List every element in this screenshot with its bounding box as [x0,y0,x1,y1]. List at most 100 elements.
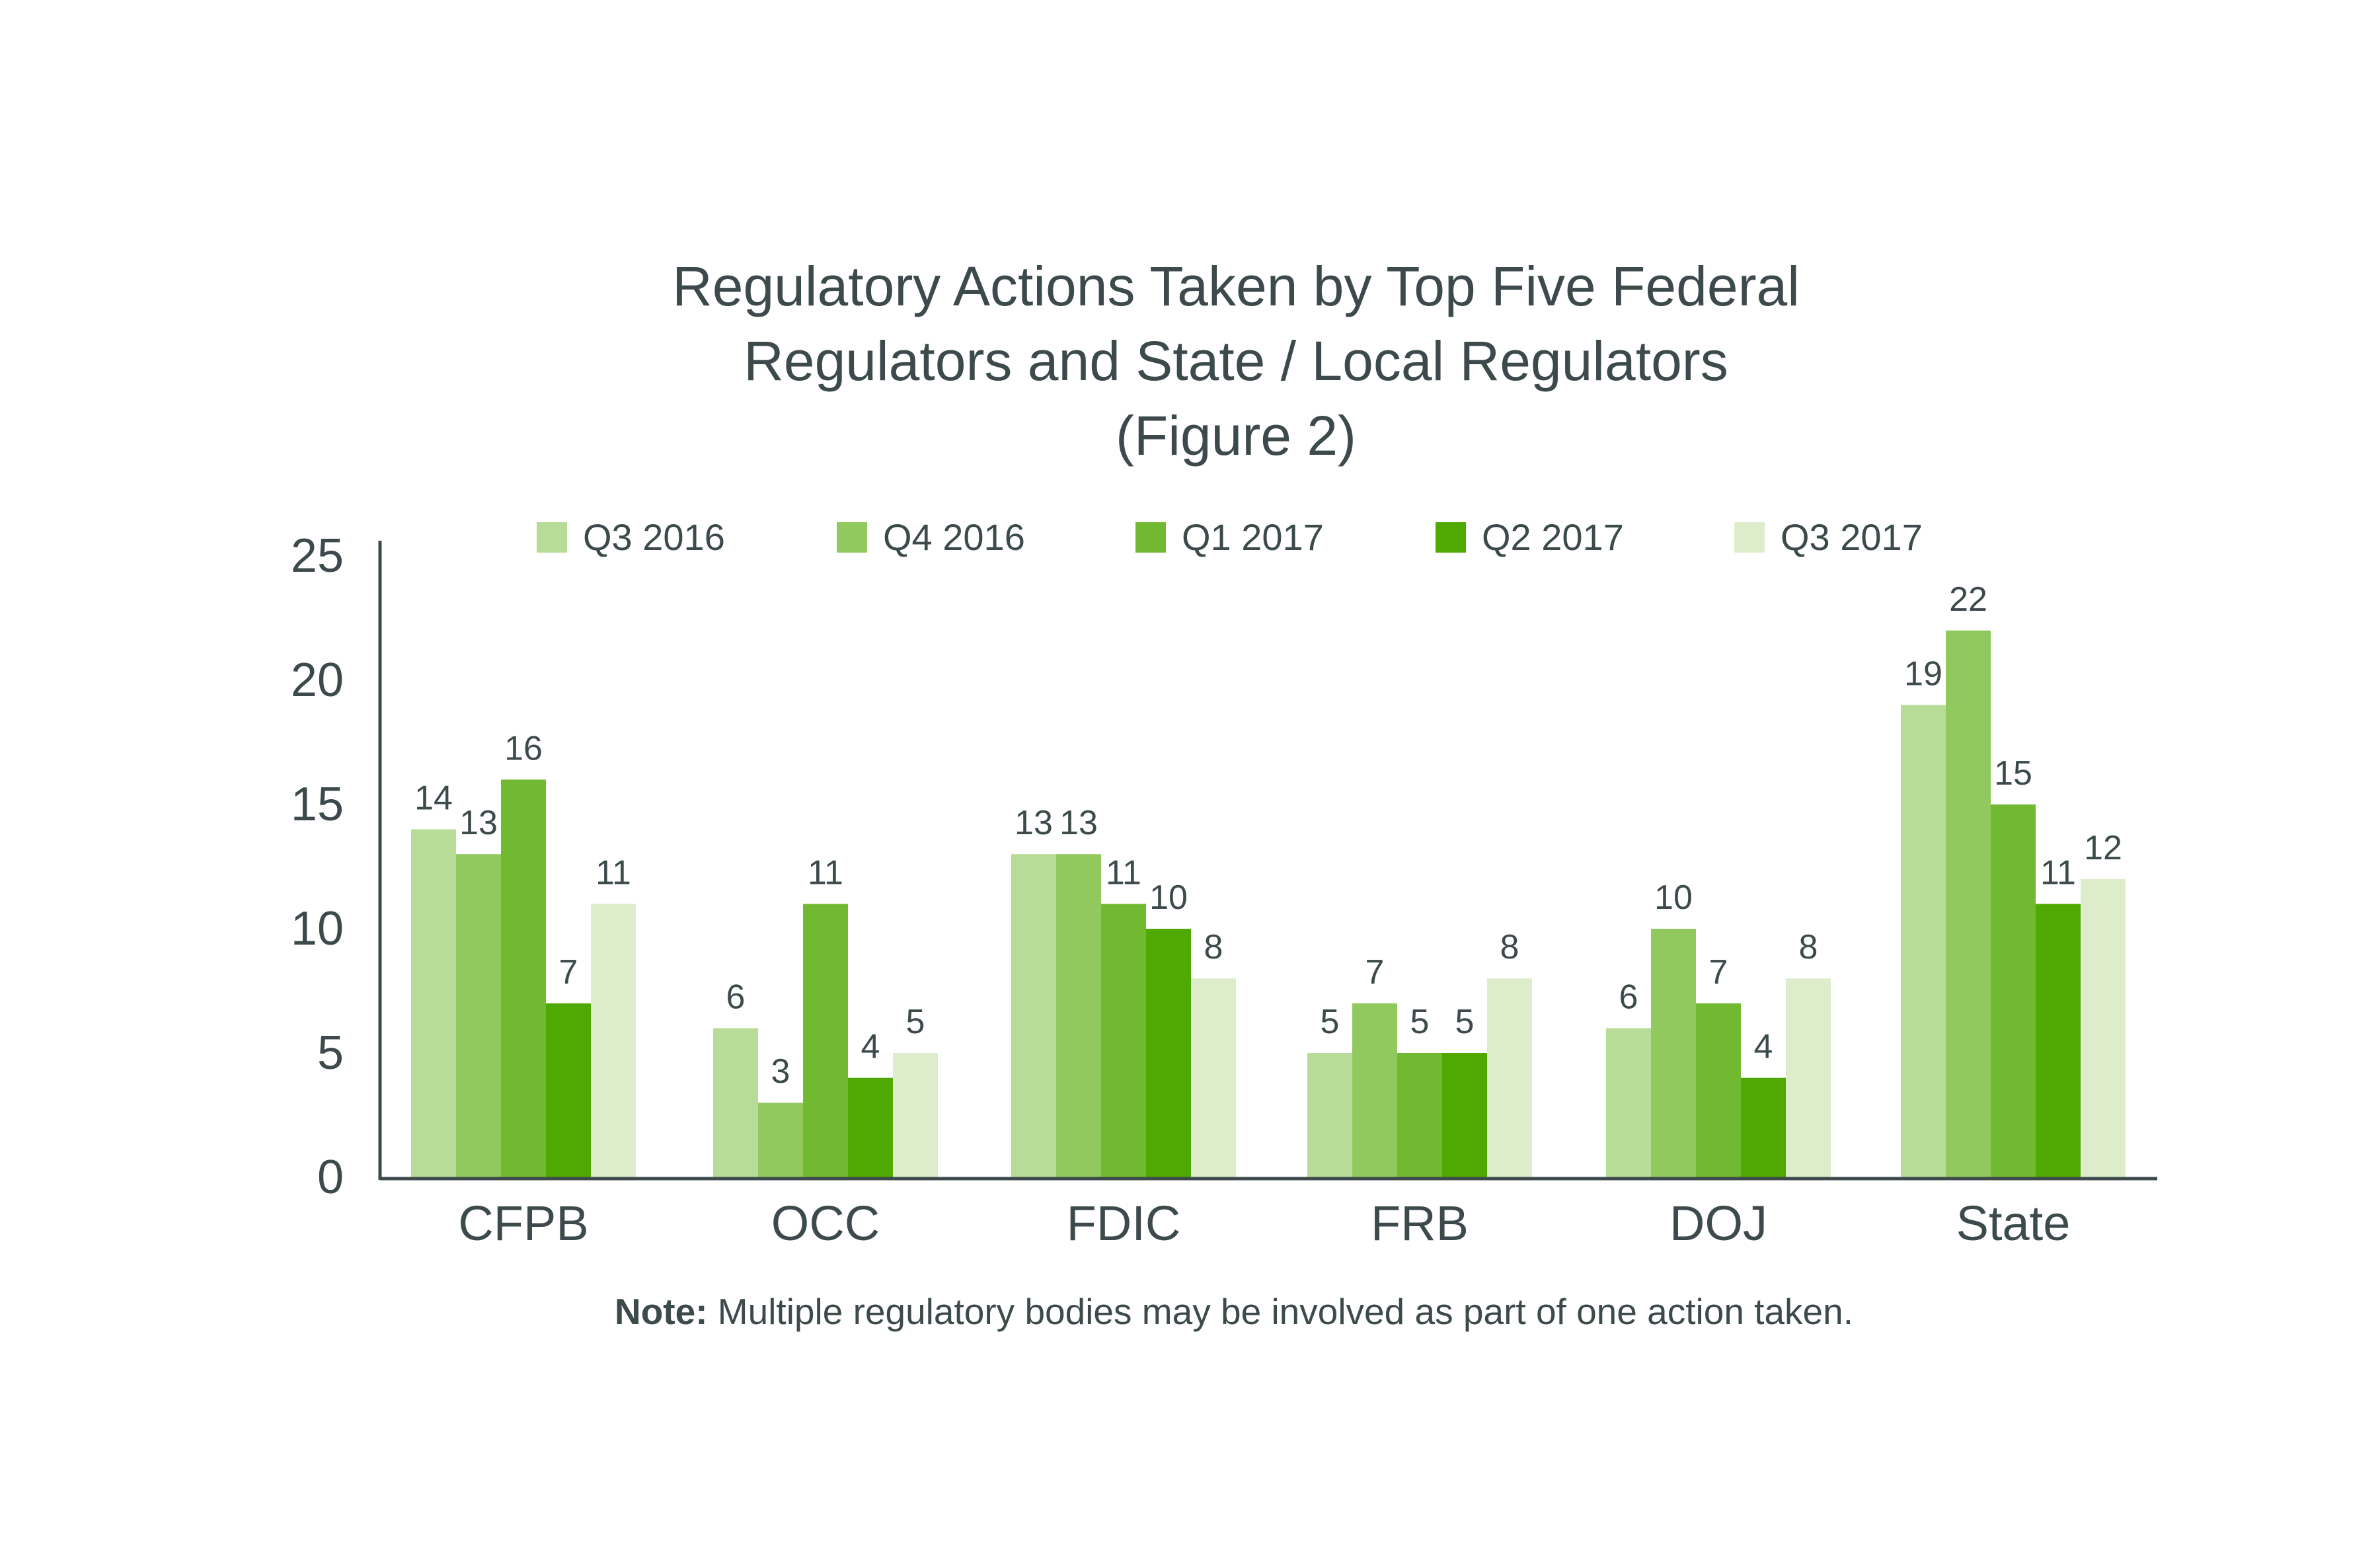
legend-swatch [1135,522,1166,553]
legend-item: Q2 2017 [1436,516,1624,558]
data-label: 6 [1619,978,1638,1016]
legend-item: Q3 2016 [537,516,725,558]
data-label: 14 [414,779,453,818]
chart-note-text: Multiple regulatory bodies may be involv… [708,1291,1854,1332]
bar-frb-q3-2017 [1487,978,1532,1177]
data-label: 13 [1015,804,1053,842]
legend-item: Q1 2017 [1135,516,1324,558]
data-label: 4 [1754,1028,1773,1066]
bar-cfpb-q2-2017 [546,1003,591,1177]
data-label: 10 [1149,879,1188,917]
bar-occ-q2-2017 [848,1077,893,1177]
chart-legend: Q3 2016 Q4 2016 Q1 2017 Q2 2017 Q3 2017 [537,516,1923,558]
x-tick-label: OCC [771,1196,880,1251]
bar-state-q4-2016 [1946,630,1991,1177]
chart-note-label: Note: [615,1291,708,1332]
x-tick-label: CFPB [458,1196,588,1251]
bar-state-q3-2016 [1901,705,1946,1177]
x-axis-ticks: CFPB OCC FDIC FRB DOJ State [458,1196,2070,1251]
legend-swatch [1436,522,1466,553]
bar-doj-q2-2017 [1741,1077,1786,1177]
bar-occ-q3-2016 [713,1028,758,1177]
chart-title-line-3: (Figure 2) [1116,405,1356,467]
bar-fdic-q1-2017 [1101,904,1146,1177]
data-label: 11 [2040,853,2076,892]
data-label: 4 [861,1028,880,1066]
bar-frb-q2-2017 [1442,1053,1487,1177]
chart-note: Note: Multiple regulatory bodies may be … [615,1291,1853,1332]
bar-state-q1-2017 [1991,804,2036,1177]
bar-fdic-q3-2017 [1191,978,1236,1177]
y-tick-label: 25 [291,529,344,582]
y-axis-ticks: 0 5 10 15 20 25 [291,529,344,1204]
data-label: 13 [459,804,498,842]
y-tick-label: 20 [291,654,344,707]
y-tick-label: 10 [291,902,344,955]
data-label: 11 [1106,853,1141,892]
y-tick-label: 5 [317,1027,344,1079]
data-label: 8 [1799,928,1818,966]
bar-frb-q1-2017 [1397,1053,1442,1177]
legend-swatch [537,522,567,553]
data-label: 5 [1455,1003,1475,1041]
bar-cfpb-q4-2016 [456,854,501,1177]
bar-cfpb-q3-2016 [411,829,456,1177]
data-label: 3 [771,1052,790,1091]
x-tick-label: FRB [1371,1196,1469,1251]
bar-state-q2-2017 [2036,904,2081,1177]
data-label: 7 [1365,953,1385,992]
data-label: 8 [1500,928,1519,966]
bar-cfpb-q3-2017 [591,904,636,1177]
data-label: 13 [1059,804,1098,842]
data-label: 11 [808,853,843,892]
legend-label: Q3 2017 [1781,516,1923,558]
bar-fdic-q2-2017 [1146,929,1191,1177]
bar-frb-q3-2016 [1307,1053,1352,1177]
bar-doj-q4-2016 [1651,929,1696,1177]
legend-label: Q3 2016 [583,516,725,558]
bar-fdic-q4-2016 [1056,854,1101,1177]
bar-occ-q4-2016 [758,1103,803,1177]
bar-frb-q4-2016 [1352,1003,1397,1177]
data-label: 11 [595,853,631,892]
legend-item: Q3 2017 [1734,516,1923,558]
bar-doj-q3-2016 [1606,1028,1651,1177]
data-label: 10 [1654,879,1693,917]
legend-swatch [1734,522,1765,553]
data-label: 19 [1904,655,1942,693]
data-label: 5 [906,1003,925,1041]
bar-doj-q3-2017 [1786,978,1831,1177]
bar-occ-q1-2017 [803,904,848,1177]
legend-label: Q1 2017 [1182,516,1324,558]
data-label: 8 [1204,928,1223,966]
data-label: 6 [726,978,746,1016]
x-tick-label: FDIC [1067,1196,1181,1251]
data-label: 5 [1321,1003,1340,1041]
chart-title-line-1: Regulatory Actions Taken by Top Five Fed… [672,255,1800,317]
legend-label: Q4 2016 [883,516,1025,558]
chart-title: Regulatory Actions Taken by Top Five Fed… [672,255,1800,467]
data-label: 5 [1410,1003,1430,1041]
data-label: 22 [1949,580,1987,619]
bar-state-q3-2017 [2081,879,2126,1177]
data-label: 16 [504,729,543,767]
bar-doj-q1-2017 [1696,1003,1741,1177]
bars [411,630,2126,1177]
chart-title-line-2: Regulators and State / Local Regulators [744,330,1728,392]
legend-label: Q2 2017 [1482,516,1624,558]
bar-cfpb-q1-2017 [501,779,546,1177]
y-tick-label: 15 [291,778,344,831]
bar-fdic-q3-2016 [1011,854,1056,1177]
y-tick-label: 0 [317,1151,344,1204]
bar-occ-q3-2017 [893,1053,938,1177]
legend-item: Q4 2016 [837,516,1025,558]
x-tick-label: DOJ [1670,1196,1767,1251]
data-label: 7 [1709,953,1728,992]
data-label: 12 [2084,829,2122,867]
data-label: 15 [1994,754,2032,793]
data-label: 7 [559,953,578,992]
legend-swatch [837,522,867,553]
x-tick-label: State [1956,1196,2071,1251]
